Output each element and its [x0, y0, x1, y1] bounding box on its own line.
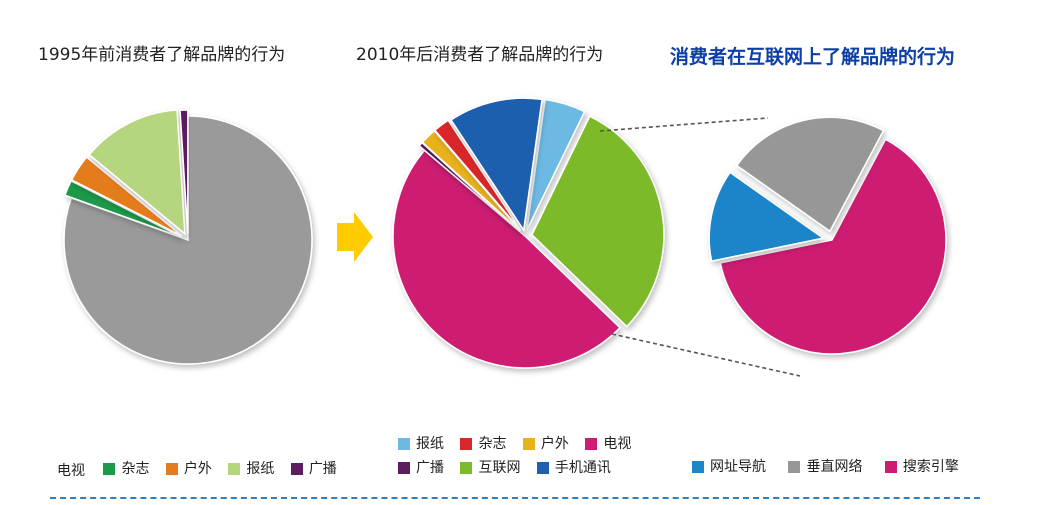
legend-swatch [692, 461, 704, 473]
legend-item: 杂志 [460, 432, 506, 456]
pie-slice-5e7f64ad [179, 109, 189, 235]
legend-swatch [522, 438, 535, 450]
legend-2010: 报纸 杂志 户外 电视 广播 互联网 手机通讯 [398, 432, 643, 480]
legend-item: 广播 [290, 457, 337, 481]
pie-slice-641c7d225f1564ce [719, 138, 947, 355]
legend-internet: 网址导航 垂直网络 搜索引擎 [692, 455, 971, 479]
legend-label: 搜索引擎 [902, 459, 959, 475]
pie-slice-62a57eb8 [88, 109, 186, 236]
pie-slice-578276f47f517edc [735, 116, 885, 233]
legend-label: 报纸 [416, 436, 444, 452]
pie-slice-753589c6 [63, 115, 313, 365]
legend-item: 广播 [398, 456, 444, 480]
pie-2010 [392, 97, 665, 369]
legend-item: 垂直网络 [788, 455, 862, 479]
legend-item: 搜索引擎 [884, 455, 959, 479]
legend-label: 电视 [57, 463, 85, 479]
legend-swatch [460, 462, 473, 474]
pie-slice-67425fd7 [63, 179, 182, 238]
pie-slice-62375916 [421, 129, 521, 232]
chart-title-2010: 2010年后消费者了解品牌的行为 [356, 45, 604, 65]
legend-item: 报纸 [398, 432, 444, 456]
legend-swatch [165, 463, 178, 475]
legend-label: 报纸 [246, 461, 275, 477]
connector-line-bottom [611, 333, 801, 377]
arrow-right-icon [337, 212, 373, 262]
pie-slice-4e9280547f51 [530, 115, 665, 328]
legend-item: 手机通讯 [536, 456, 611, 480]
legend-item: 报纸 [228, 457, 274, 481]
legend-swatch [398, 438, 410, 450]
dashed-divider [50, 497, 980, 499]
legend-swatch [585, 438, 598, 450]
legend-item-tv: 电视 [57, 459, 85, 483]
pie-slice-62a57eb8 [526, 98, 586, 231]
legend-swatch [290, 463, 303, 475]
legend-label: 垂直网络 [806, 459, 863, 475]
legend-label: 杂志 [121, 461, 150, 477]
legend-label: 户外 [183, 461, 212, 477]
legend-label: 广播 [308, 461, 337, 477]
pie-slice-62375916 [70, 156, 183, 237]
legend-swatch [460, 438, 473, 450]
legend-label: 广播 [416, 460, 444, 476]
pie-slice-67425fd7 [433, 119, 522, 231]
chart-title-internet: 消费者在互联网上了解品牌的行为 [670, 46, 956, 68]
legend-item: 户外 [522, 432, 569, 456]
legend-item: 杂志 [103, 457, 149, 481]
legend-swatch [228, 463, 241, 475]
legend-label: 户外 [540, 436, 569, 452]
legend-item: 电视 [585, 432, 631, 456]
legend-label: 杂志 [478, 436, 507, 452]
legend-swatch [536, 462, 549, 474]
legend-row-1: 报纸 杂志 户外 电视 [398, 432, 643, 456]
legend-item: 户外 [165, 457, 212, 481]
pie-1995 [63, 109, 313, 365]
legend-label: 互联网 [478, 460, 521, 476]
legend-swatch [398, 462, 410, 474]
pie-slice-7f5157405bfc822a [708, 171, 826, 262]
legend-swatch [884, 461, 897, 473]
connector-line-top [599, 117, 769, 132]
pie-slice-624b673a901a8baf [449, 97, 543, 233]
legend-label: 手机通讯 [554, 460, 611, 476]
legend-item: 网址导航 [692, 455, 766, 479]
legend-1995: 电视 杂志 户外 报纸 广播 [57, 457, 349, 481]
legend-item: 互联网 [460, 456, 520, 480]
legend-label: 电视 [603, 436, 632, 452]
legend-swatch [788, 461, 801, 473]
chart-title-1995: 1995年前消费者了解品牌的行为 [38, 45, 286, 65]
pie-internet [708, 116, 947, 355]
legend-label: 网址导航 [710, 459, 766, 475]
pie-slice-753589c6 [392, 149, 622, 369]
legend-swatch [103, 463, 116, 475]
legend-row-2: 广播 互联网 手机通讯 [398, 456, 643, 480]
